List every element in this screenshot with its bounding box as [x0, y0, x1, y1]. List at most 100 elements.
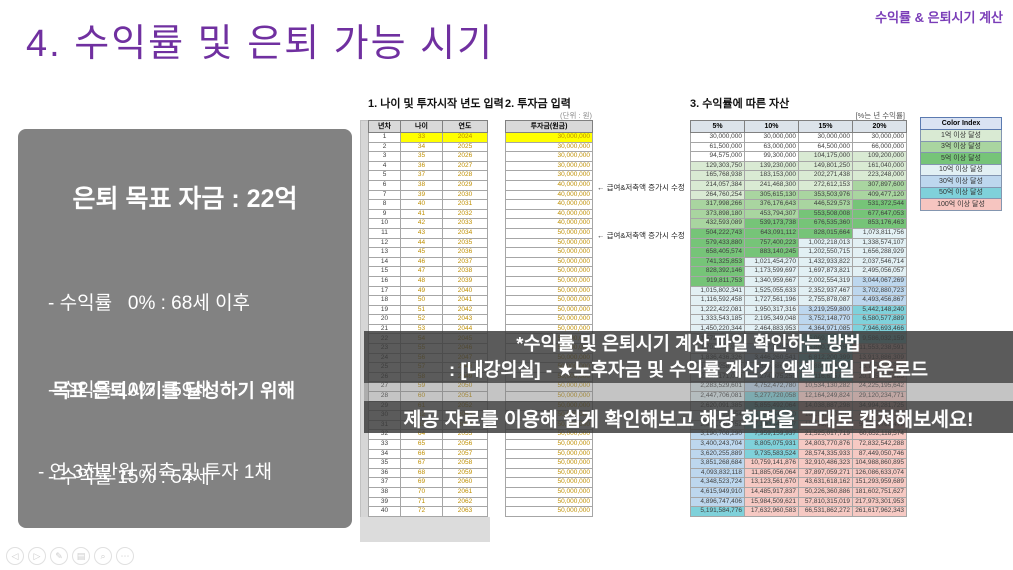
overlay-line1: *수익률 및 은퇴시기 계산 파일 확인하는 방법	[516, 333, 861, 355]
year-index-cell: 19	[368, 304, 401, 316]
overlay-line2: : [내강의실] - ★노후자금 및 수익률 계산기 엑셀 파일 다운로드	[449, 358, 928, 380]
investment-row: 50,000,000	[505, 237, 593, 249]
year-cell: 2063	[442, 506, 488, 517]
asset-value-cell: 28,574,335,933	[798, 448, 853, 460]
year-cell: 2035	[442, 237, 488, 249]
investment-cell: 40,000,000	[505, 199, 593, 210]
investment-row: 50,000,000	[505, 256, 593, 268]
asset-row: 264,760,254 305,615,130 353,503,976 409,477…	[690, 189, 907, 201]
column-header: 연도	[442, 120, 488, 133]
age-year-table: 년차 나이 연도 1 33 2024 2 34 2025 3 35 2026 4 36 2027 5 37 20…	[368, 120, 488, 517]
asset-row: 3,400,243,704 8,805,075,931 24,803,770,876…	[690, 439, 907, 450]
age-cell: 66	[400, 448, 443, 460]
year-cell: 2062	[442, 496, 488, 508]
asset-value-cell: 579,433,880	[690, 237, 745, 249]
asset-value-cell: 2,195,349,048	[744, 314, 799, 325]
age-row: 20 52 2043	[368, 314, 488, 325]
asset-row: 4,896,747,406 15,984,509,621 57,810,315,01…	[690, 496, 907, 508]
year-index-cell: 9	[368, 208, 401, 220]
asset-value-cell: 2,495,056,057	[852, 266, 907, 277]
investment-cell: 50,000,000	[505, 256, 593, 268]
asset-value-cell: 9,735,583,524	[744, 448, 799, 460]
investment-cell: 50,000,000	[505, 285, 593, 297]
asset-value-cell: 66,000,000	[852, 141, 907, 153]
age-row: 2 34 2025	[368, 141, 488, 153]
legend-label-cell: 30억 이상 달성	[920, 175, 1002, 188]
age-row: 12 44 2035	[368, 237, 488, 249]
legend-label-cell: 100억 이상 달성	[920, 198, 1002, 211]
legend-row: 1억 이상 달성	[920, 129, 1002, 142]
investment-row: 50,000,000	[505, 295, 593, 306]
column-header: 년차	[368, 120, 401, 133]
legend-row: 50억 이상 달성	[920, 186, 1002, 199]
asset-value-cell: 63,000,000	[744, 141, 799, 153]
investment-row: 50,000,000	[505, 506, 593, 517]
asset-row: 94,575,000 99,300,000 104,175,000 109,200,0…	[690, 151, 907, 162]
investment-row: 50,000,000	[505, 486, 593, 498]
investment-cell: 30,000,000	[505, 151, 593, 162]
legend-label-cell: 10억 이상 달성	[920, 163, 1002, 176]
year-index-cell: 11	[368, 227, 401, 239]
asset-row: 1,015,802,341 1,525,055,633 2,352,937,467 3…	[690, 285, 907, 297]
prev-slide-icon[interactable]: ◁	[6, 547, 24, 565]
asset-value-cell: 853,176,463	[852, 218, 907, 229]
year-cell: 2038	[442, 266, 488, 277]
rate-line: - 수익률 0% : 68세 이후	[48, 293, 251, 314]
zoom-icon[interactable]: ⌕	[94, 547, 112, 565]
asset-value-cell: 1,697,873,821	[798, 266, 853, 277]
age-row: 36 68 2059	[368, 467, 488, 479]
age-cell: 36	[400, 160, 443, 172]
asset-value-cell: 1,727,561,196	[744, 295, 799, 306]
rate-age-list: - 수익률 0% : 68세 이후 - 수익률 10% : 59세 - 수익률 …	[48, 231, 250, 570]
asset-value-cell: 1,202,550,715	[798, 247, 853, 258]
age-row: 34 66 2057	[368, 448, 488, 460]
overlay-line3: 제공 자료를 이용해 쉽게 확인해보고 해당 화면을 그대로 캡쳐해보세요!	[403, 408, 974, 431]
year-cell: 2025	[442, 141, 488, 153]
asset-value-cell: 30,000,000	[690, 132, 745, 143]
investment-row: 50,000,000	[505, 247, 593, 258]
asset-value-cell: 217,973,301,953	[852, 496, 907, 508]
retirement-goal-heading: 은퇴 목표 자금 : 22억	[72, 185, 298, 213]
rate-column-header: 5%	[690, 120, 745, 133]
year-cell: 2037	[442, 256, 488, 268]
asset-value-cell: 2,352,937,467	[798, 285, 853, 297]
investment-row: 50,000,000	[505, 458, 593, 469]
investment-row: 50,000,000	[505, 448, 593, 460]
pen-icon[interactable]: ✎	[50, 547, 68, 565]
year-index-cell: 5	[368, 170, 401, 181]
asset-row: 1,116,592,458 1,727,561,196 2,755,878,087 4…	[690, 295, 907, 306]
asset-row: 579,433,880 757,400,223 1,002,218,013 1,338…	[690, 237, 907, 249]
asset-value-cell: 272,612,153	[798, 179, 853, 191]
asset-value-cell: 126,086,633,074	[852, 467, 907, 479]
slides-icon[interactable]: ▤	[72, 547, 90, 565]
asset-table-header: 5% 10% 15% 20%	[690, 120, 907, 133]
section1-title: 1. 나이 및 투자시작 년도 입력	[368, 98, 504, 110]
asset-by-rate-table: 5% 10% 15% 20% 30,000,000 30,000,000 30,000,0…	[690, 120, 907, 517]
year-cell: 2043	[442, 314, 488, 325]
next-slide-icon[interactable]: ▷	[28, 547, 46, 565]
asset-row: 3,620,255,889 9,735,583,524 28,574,335,933…	[690, 448, 907, 460]
asset-value-cell: 3,219,259,800	[798, 304, 853, 316]
investment-row: 50,000,000	[505, 496, 593, 508]
asset-value-cell: 6,580,577,889	[852, 314, 907, 325]
investment-cell: 30,000,000	[505, 132, 593, 143]
asset-value-cell: 1,021,454,270	[744, 256, 799, 268]
year-cell: 2032	[442, 208, 488, 220]
age-cell: 52	[400, 314, 443, 325]
asset-value-cell: 64,500,000	[798, 141, 853, 153]
age-cell: 67	[400, 458, 443, 469]
year-index-cell: 18	[368, 295, 401, 306]
asset-value-cell: 66,531,862,272	[798, 506, 853, 517]
investment-row: 40,000,000	[505, 218, 593, 229]
age-cell: 41	[400, 208, 443, 220]
asset-value-cell: 11,885,056,064	[744, 467, 799, 479]
more-icon[interactable]: ⋯	[116, 547, 134, 565]
investment-cell: 50,000,000	[505, 304, 593, 316]
asset-row: 214,057,384 241,468,300 272,612,153 307,897…	[690, 179, 907, 191]
asset-value-cell: 8,805,075,931	[744, 439, 799, 450]
year-index-cell: 6	[368, 179, 401, 191]
age-row: 8 40 2031	[368, 199, 488, 210]
asset-row: 129,303,750 139,230,000 149,801,250 161,040…	[690, 160, 907, 172]
asset-value-cell: 261,617,962,343	[852, 506, 907, 517]
age-row: 35 67 2058	[368, 458, 488, 469]
